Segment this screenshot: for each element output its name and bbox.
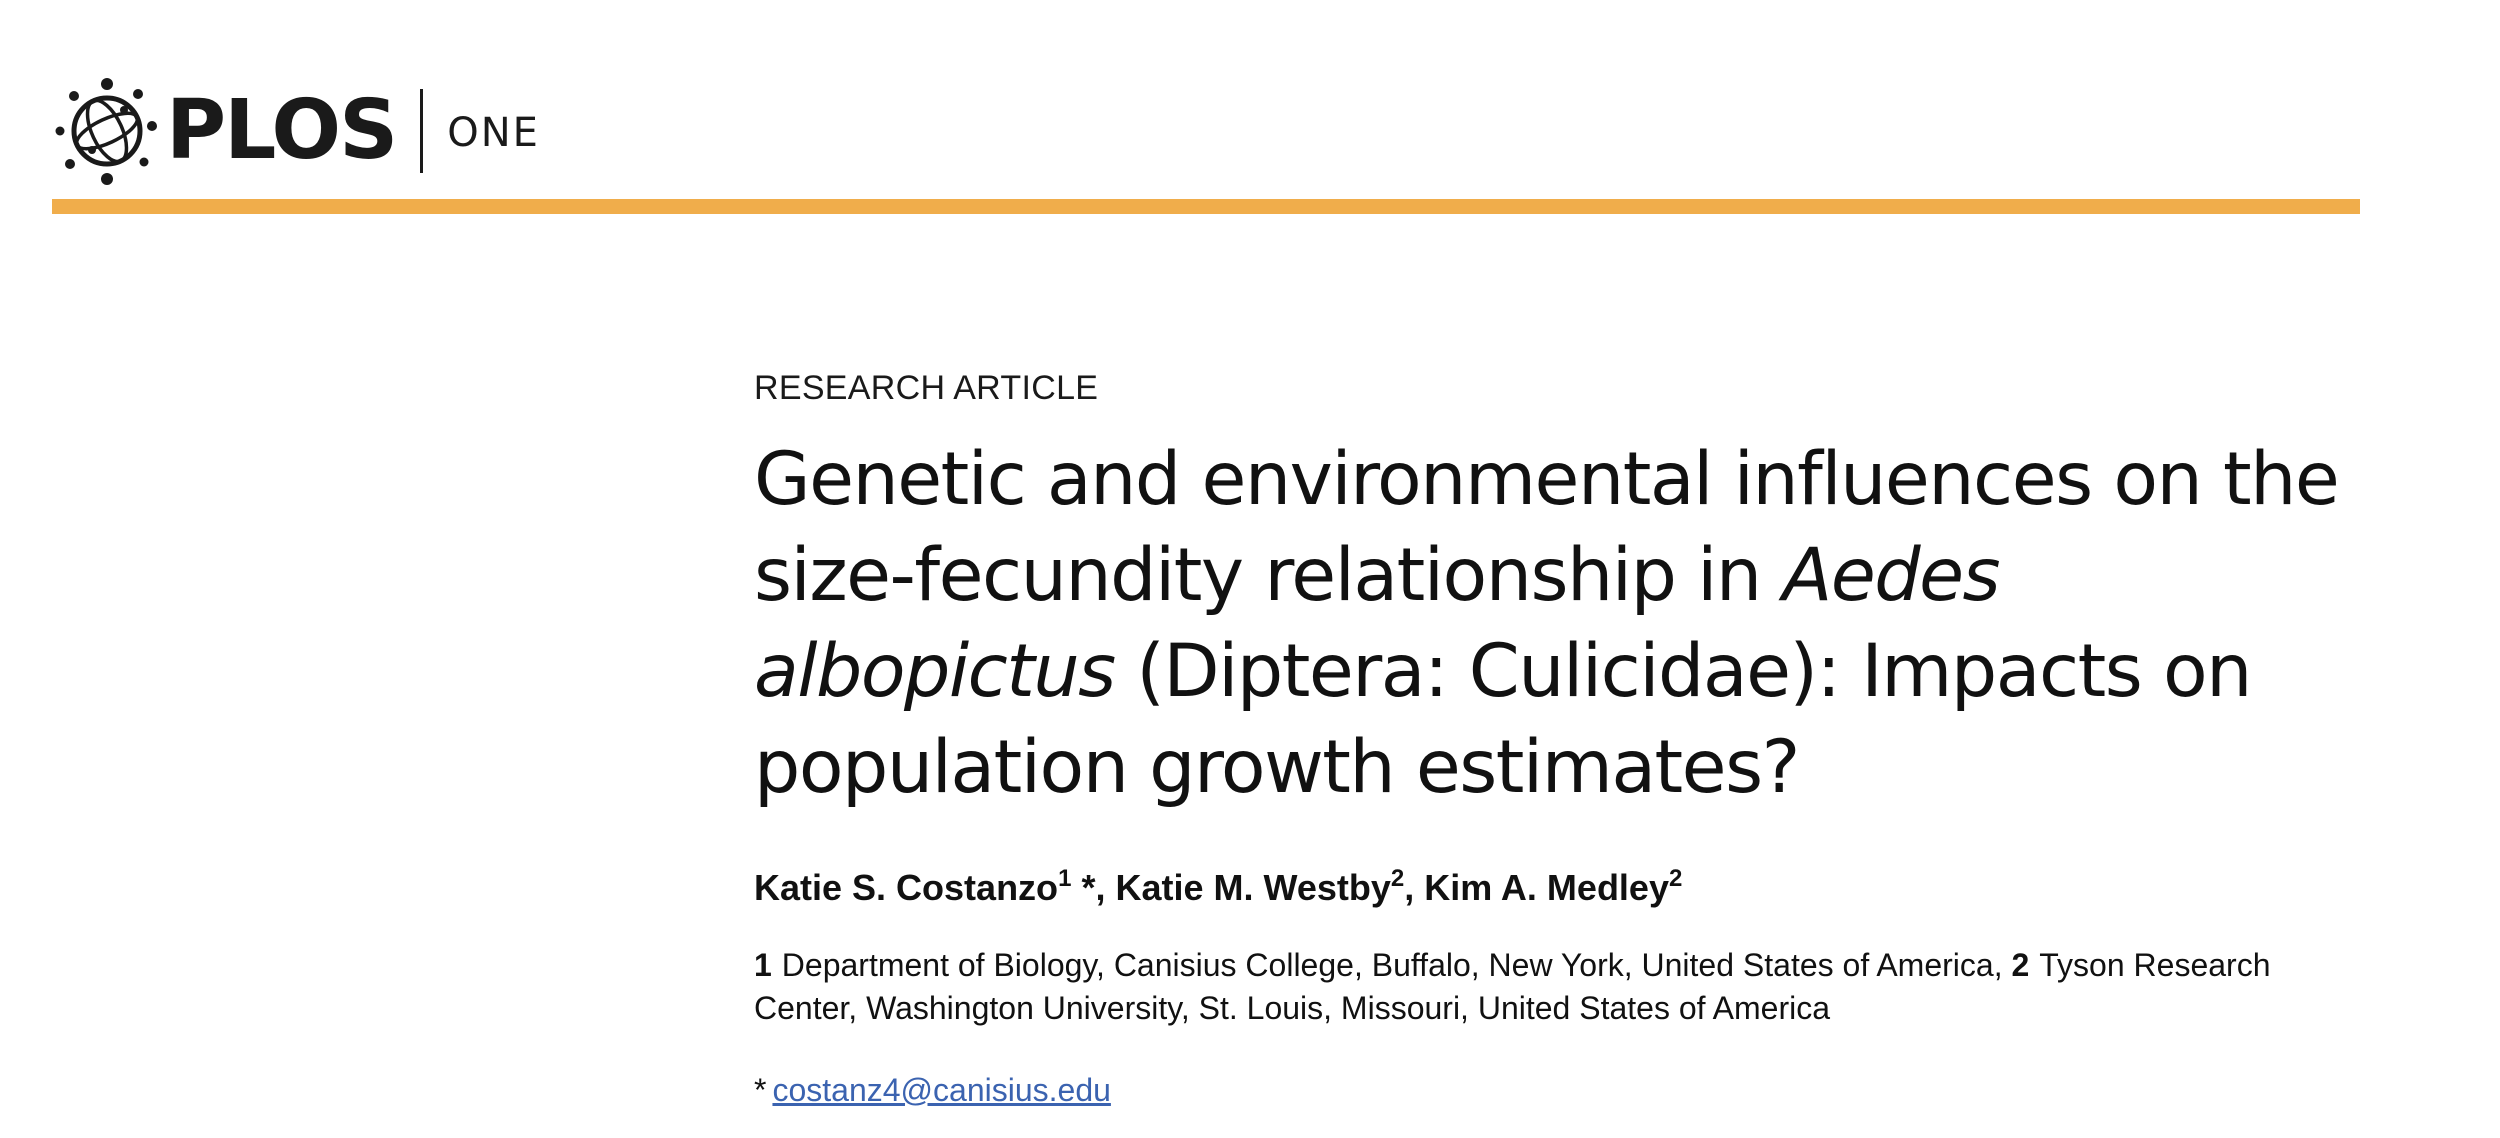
header-rule	[52, 199, 2360, 214]
affiliation-number: 2	[2011, 947, 2030, 983]
plos-wordmark: PLOS	[166, 83, 398, 178]
title-species: Aedes albopictus	[754, 533, 2001, 714]
author-name[interactable]: Katie M. Westby	[1115, 867, 1391, 908]
email-link[interactable]: costanz4@canisius.edu	[772, 1072, 1111, 1108]
title-text-end: (Diptera: Culicidae): Impacts on populat…	[754, 629, 2252, 810]
author-affiliation-marker[interactable]: 1	[1058, 865, 1072, 892]
title-text: Genetic and environmental influences on …	[754, 437, 2340, 618]
plos-globe-icon	[55, 78, 157, 185]
author-list: Katie S. Costanzo1 *, Katie M. Westby2, …	[754, 865, 1683, 909]
correspondence: * costanz4@canisius.edu	[754, 1070, 2354, 1110]
article-type: RESEARCH ARTICLE	[754, 369, 1099, 407]
correspondence-marker: *	[754, 1072, 767, 1108]
logo-divider	[420, 89, 424, 173]
corresponding-author-marker[interactable]: *	[1081, 867, 1096, 908]
author-affiliation-marker[interactable]: 2	[1668, 865, 1683, 892]
author-name[interactable]: Kim A. Medley	[1424, 867, 1669, 908]
journal-name: ONE	[447, 110, 540, 156]
affiliation-number: 1	[754, 947, 772, 983]
journal-logo[interactable]: PLOS ONE	[52, 76, 540, 186]
article-front-matter: RESEARCH ARTICLE Genetic and environment…	[754, 368, 2354, 1110]
affiliation-list: 1 Department of Biology, Canisius College…	[754, 944, 2354, 1030]
affiliation-text: Department of Biology, Canisius College,…	[781, 947, 2003, 983]
affiliation-text: Tyson Research Center, Washington Univer…	[754, 947, 2271, 1026]
author-name[interactable]: Katie S. Costanzo	[754, 867, 1059, 908]
article-title: Genetic and environmental influences on …	[754, 432, 2354, 816]
author-affiliation-marker[interactable]: 2	[1390, 865, 1405, 892]
